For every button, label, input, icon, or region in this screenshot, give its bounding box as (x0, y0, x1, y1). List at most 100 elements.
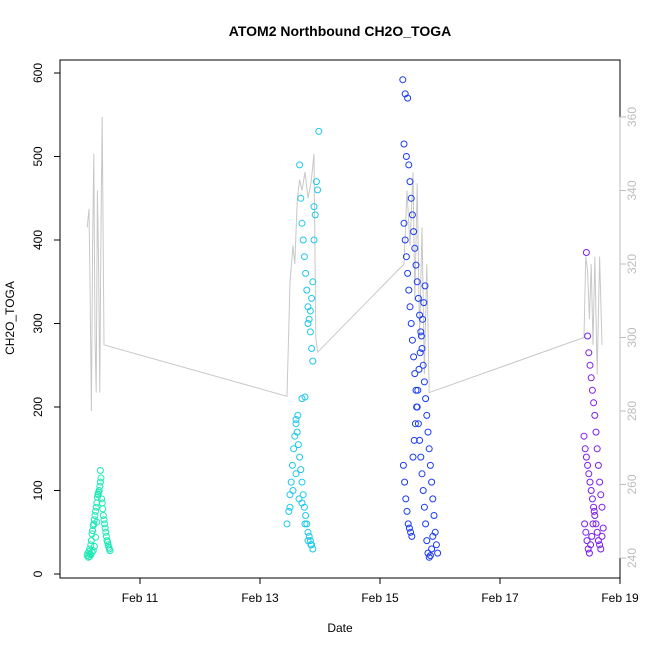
data-point (417, 328, 425, 336)
data-point (420, 378, 428, 386)
data-point (584, 461, 592, 469)
data-point (294, 441, 302, 449)
data-point (588, 532, 596, 540)
data-point (591, 411, 599, 419)
data-point (102, 528, 110, 536)
data-point (402, 153, 410, 160)
y-axis: 0 100 200 300 400 500 600 (31, 63, 61, 577)
data-point (309, 357, 317, 365)
data-point (297, 466, 305, 474)
data-point (412, 261, 420, 269)
data-point (400, 219, 408, 227)
data-point (597, 545, 605, 553)
data-point (96, 482, 104, 490)
data-point (407, 528, 415, 536)
data-point (90, 542, 98, 550)
series-1 (83, 467, 114, 561)
data-point (420, 503, 428, 511)
data-point (400, 140, 408, 148)
y2-tick-label: 260 (625, 474, 639, 494)
data-point (304, 528, 312, 536)
data-point (302, 512, 310, 519)
data-point (403, 507, 411, 515)
data-point (310, 236, 318, 244)
data-point (89, 527, 97, 535)
y2-tick-label: 360 (625, 107, 639, 127)
data-point (308, 294, 316, 302)
data-point (407, 320, 415, 327)
x-axis-label: Date (327, 621, 353, 635)
data-point (405, 524, 413, 532)
y-tick-label: 300 (31, 313, 45, 333)
data-point (401, 478, 409, 486)
data-point (582, 528, 590, 536)
data-point (414, 294, 422, 302)
data-point (599, 524, 607, 532)
data-point (299, 491, 307, 499)
y-tick-label: 0 (31, 570, 45, 577)
data-point (410, 228, 418, 236)
data-point (299, 236, 307, 244)
data-point (288, 461, 296, 469)
data-point (87, 551, 95, 559)
data-point (300, 253, 308, 261)
y2-tick-label: 280 (625, 401, 639, 421)
data-point (306, 307, 314, 315)
y-tick-label: 500 (31, 146, 45, 166)
data-point (429, 495, 437, 503)
data-point (421, 282, 429, 290)
data-point (590, 503, 598, 511)
data-point (417, 332, 425, 340)
data-point (99, 512, 107, 519)
data-point (432, 541, 440, 549)
data-point (581, 445, 589, 453)
data-point (287, 478, 295, 486)
data-point (309, 278, 317, 286)
data-point (426, 461, 434, 469)
chart-title: ATOM2 Northbound CH2O_TOGA (229, 23, 451, 39)
data-point (594, 461, 602, 469)
data-point (96, 478, 104, 486)
data-point (598, 532, 606, 540)
data-point (586, 478, 594, 486)
data-point (591, 512, 599, 519)
data-point (411, 244, 419, 252)
data-point (294, 411, 302, 419)
data-point (419, 487, 427, 494)
data-point (306, 328, 314, 336)
data-point (596, 541, 604, 549)
secondary-y-axis: 240 260 280 300 320 340 360 (619, 107, 639, 568)
data-point (296, 453, 304, 461)
data-point (96, 467, 104, 474)
data-point (584, 332, 592, 340)
data-point (413, 278, 421, 286)
data-point (588, 495, 596, 503)
data-point (95, 487, 103, 494)
data-point (429, 532, 437, 540)
data-point (292, 420, 300, 428)
data-point (298, 499, 306, 507)
data-point (404, 520, 412, 528)
x-tick-label: Feb 19 (601, 591, 639, 605)
data-point (308, 345, 316, 352)
data-point (401, 236, 409, 244)
data-point (87, 541, 95, 549)
data-point (406, 303, 414, 311)
data-point (301, 393, 309, 401)
secondary-line-series (86, 116, 603, 412)
data-point (404, 269, 412, 277)
data-point (420, 299, 428, 307)
data-point (305, 315, 313, 323)
data-point (409, 453, 417, 461)
data-point (423, 537, 431, 545)
data-point (590, 507, 598, 515)
data-point (301, 520, 309, 528)
x-tick-label: Feb 13 (241, 591, 279, 605)
data-point (598, 503, 606, 511)
data-point (310, 203, 318, 211)
data-point (298, 478, 306, 486)
data-point (408, 336, 416, 344)
data-point (590, 399, 598, 407)
data-point (296, 161, 304, 169)
y2-tick-label: 320 (625, 254, 639, 274)
